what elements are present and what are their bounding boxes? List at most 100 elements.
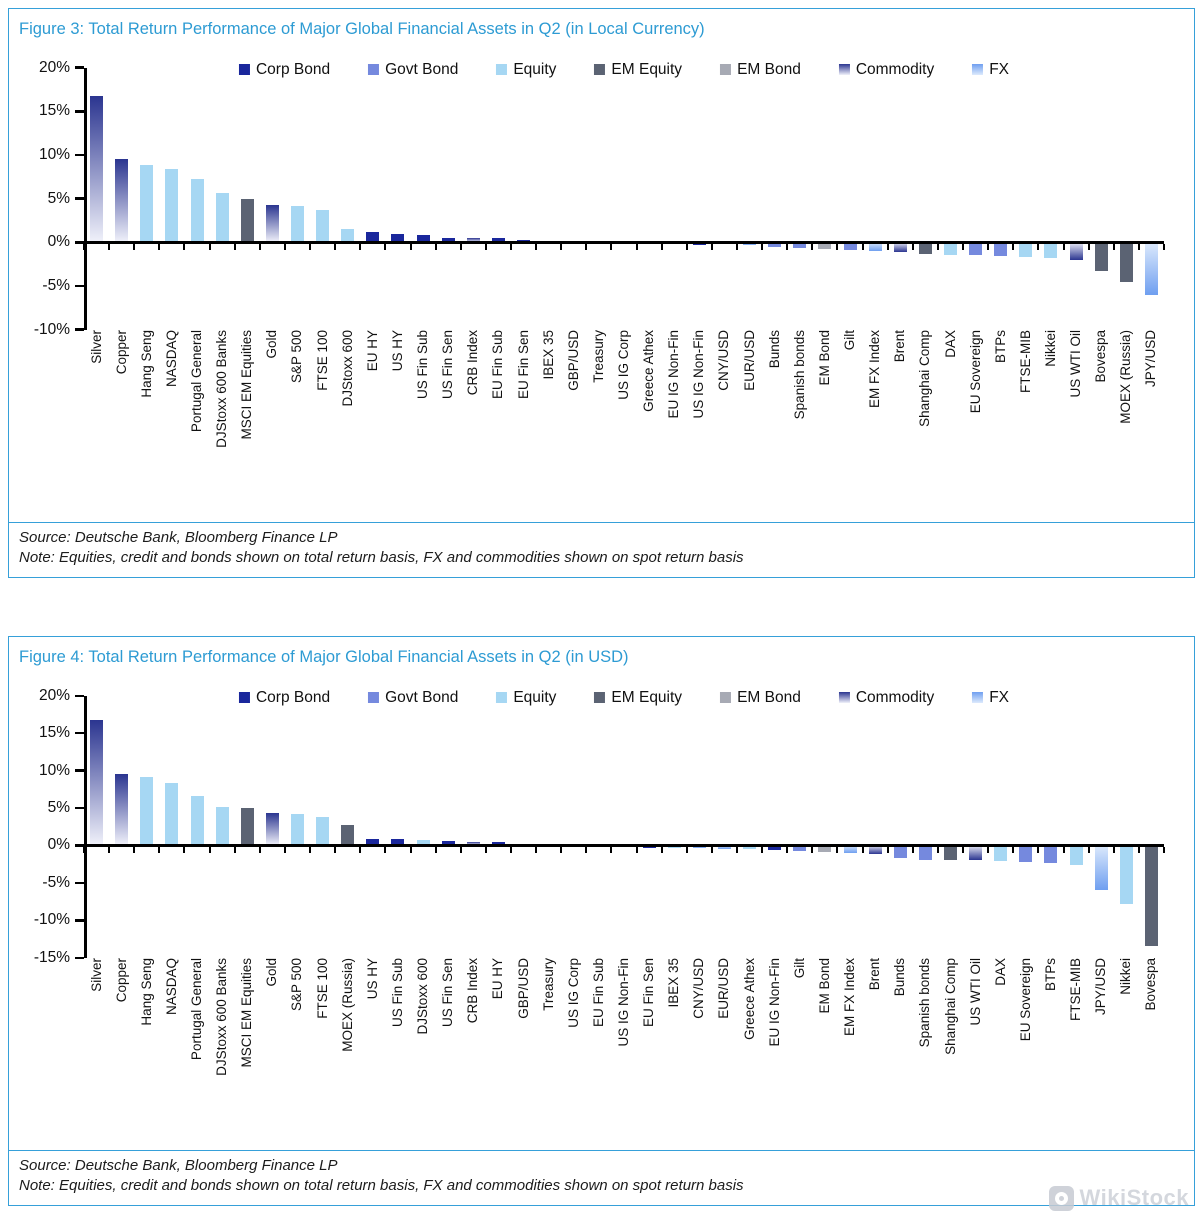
x-axis-tick — [283, 846, 286, 853]
y-axis-line — [84, 67, 87, 330]
x-axis-label: CRB Index — [465, 957, 481, 1024]
x-axis-label: EU Sovereign — [967, 329, 983, 413]
bar-jpy-usd — [1094, 845, 1108, 891]
x-axis-label: US HY — [364, 957, 380, 1000]
x-axis-label: MOEX (Russia) — [1118, 329, 1134, 424]
bar-greece-athex — [743, 845, 757, 850]
bar-shanghai-comp — [944, 845, 957, 861]
bar-djstoxx-600-banks — [215, 192, 229, 243]
x-axis-tick — [83, 243, 85, 250]
x-axis-tick — [133, 243, 136, 250]
bar-btps — [994, 242, 1008, 257]
bar-us-fin-sub — [416, 235, 430, 243]
x-axis-tick — [535, 243, 538, 250]
bar-gold — [265, 204, 279, 243]
legend-label: Equity — [513, 688, 557, 706]
x-axis-tick — [987, 243, 990, 250]
bar-eu-fin-sen — [517, 239, 531, 243]
x-axis-tick — [434, 243, 437, 250]
figure-4-footnotes: Source: Deutsche Bank, Bloomberg Finance… — [9, 1149, 1194, 1206]
y-axis-tick — [75, 328, 84, 331]
legend-swatch-icon — [496, 64, 508, 76]
x-axis-tick — [886, 846, 889, 853]
y-axis-tick — [75, 110, 84, 113]
x-axis-tick — [434, 846, 437, 853]
y-axis-tick — [75, 844, 84, 847]
x-axis-label: GBP/USD — [565, 329, 581, 391]
x-axis-tick — [761, 243, 764, 250]
bar-eu-sovereign — [969, 242, 983, 256]
x-axis-label: FTSE 100 — [314, 957, 330, 1019]
bar-djstoxx-600 — [416, 839, 430, 846]
legend-swatch-icon — [238, 692, 250, 704]
y-axis-tick — [75, 806, 84, 810]
bar-btps — [1044, 845, 1058, 864]
legend-label: Govt Bond — [385, 60, 459, 78]
x-axis-tick — [208, 243, 211, 250]
x-axis-label: EU Fin Sen — [515, 329, 531, 399]
x-axis-label: EUR/USD — [716, 957, 732, 1019]
x-axis-label: Nikkei — [1042, 329, 1058, 367]
bar-dax — [944, 242, 957, 255]
bar-msci-em-equities — [240, 808, 254, 846]
x-axis-label: Shanghai Comp — [917, 329, 933, 427]
bar-copper — [115, 159, 129, 243]
x-axis-label: MSCI EM Equities — [239, 329, 255, 440]
x-axis-tick — [861, 243, 864, 250]
x-axis-tick — [936, 243, 939, 250]
y-axis-label: -5% — [42, 873, 70, 891]
x-axis-tick — [309, 846, 312, 853]
x-axis-label: Treasury — [540, 957, 556, 1011]
legend-label: FX — [989, 60, 1010, 78]
x-axis-tick — [459, 243, 462, 250]
x-axis-label: US IG Corp — [616, 329, 631, 400]
x-axis-tick — [1112, 846, 1115, 853]
y-axis-tick — [75, 241, 84, 244]
x-axis-label: NASDAQ — [163, 329, 179, 387]
x-axis-label: Spanish bonds — [791, 329, 807, 419]
x-axis-label: EM Bond — [816, 957, 832, 1014]
y-axis-label: -10% — [33, 911, 70, 929]
x-axis-tick — [158, 846, 161, 853]
x-axis-line — [84, 241, 1164, 244]
x-axis-label: US Fin Sen — [440, 957, 456, 1027]
bar-moex-russia- — [1119, 242, 1133, 283]
legend-item-commodity: Commodity — [838, 61, 934, 79]
bar-bunds — [893, 845, 907, 859]
legend-item-em-equity: EM Equity — [594, 689, 682, 707]
x-axis-tick — [1087, 243, 1090, 250]
x-axis-label: Gold — [264, 957, 280, 987]
x-axis-label: JPY/USD — [1143, 329, 1159, 387]
x-axis-label: DJStoxx 600 — [415, 957, 431, 1035]
x-axis-tick — [560, 846, 563, 853]
x-axis-tick — [258, 243, 261, 250]
x-axis-label: EU Fin Sub — [590, 957, 606, 1027]
bar-em-bond — [818, 242, 832, 250]
y-axis-label: -15% — [33, 948, 70, 966]
x-axis-label: GBP/USD — [515, 957, 531, 1019]
figure-4-x-axis-labels: Silver Copper Hang Seng NASDAQ Portugal Gene… — [84, 958, 1164, 1150]
bar-gold — [265, 813, 279, 846]
bar-ibex-35 — [667, 845, 681, 849]
x-axis-tick — [384, 243, 387, 250]
x-axis-tick — [635, 243, 638, 250]
x-axis-label: DJStoxx 600 Banks — [214, 329, 230, 448]
legend-swatch-icon — [496, 692, 508, 704]
x-axis-label: FTSE-MIB — [1068, 957, 1084, 1021]
x-axis-tick — [836, 243, 839, 250]
bar-eu-fin-sub — [491, 237, 505, 243]
figure-4-source: Source: Deutsche Bank, Bloomberg Finance… — [19, 1156, 338, 1174]
y-axis-label: 10% — [38, 761, 70, 779]
bar-jpy-usd — [1144, 242, 1158, 295]
bar-bovespa — [1094, 242, 1108, 272]
x-axis-tick — [409, 243, 412, 250]
x-axis-label: Gilt — [791, 957, 807, 978]
x-axis-tick — [610, 243, 613, 250]
legend-item-em-equity: EM Equity — [594, 61, 682, 79]
x-axis-label: Spanish bonds — [917, 957, 933, 1048]
x-axis-label: EU IG Non-Fin — [666, 329, 682, 419]
legend-item-commodity: Commodity — [838, 689, 934, 707]
legend-swatch-icon — [238, 64, 250, 76]
legend-label: Govt Bond — [385, 688, 459, 706]
x-axis-tick — [936, 846, 939, 853]
